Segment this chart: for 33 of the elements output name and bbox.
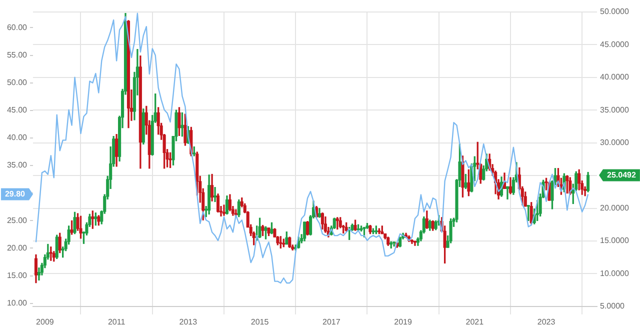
x-tick-label: 2015 <box>250 317 270 326</box>
candlestick <box>413 240 416 246</box>
y2-tick-label: 40.0000 <box>600 72 630 82</box>
x-tick-label: 2023 <box>537 317 556 326</box>
y2-tick-label: 5.0000 <box>600 302 626 311</box>
y2-tick-label: 10.0000 <box>600 268 630 278</box>
x-tick-label: 2011 <box>108 317 126 326</box>
y2-tick-label: 45.0000 <box>600 40 630 49</box>
y2-tick-label: 15.0000 <box>600 236 630 246</box>
y-tick-label: 50.00 <box>6 78 28 88</box>
text: 29.80 <box>4 189 26 198</box>
y-tick-label: 20.00 <box>6 243 28 252</box>
candlestick <box>222 204 226 216</box>
text: 25.0492 <box>607 170 636 180</box>
x-tick-label: 2017 <box>322 317 341 326</box>
candlestick <box>214 187 217 202</box>
y-tick-label: 40.00 <box>6 133 28 142</box>
candlestick <box>506 186 510 200</box>
y-tick-label: 45.00 <box>6 106 28 115</box>
x-tick-label: 2013 <box>179 317 198 326</box>
y-tick-label: 60.00 <box>6 22 28 32</box>
y-tick-label: 10.00 <box>6 298 28 308</box>
y2-tick-label: 20.0000 <box>600 203 630 212</box>
x-tick-label: 2019 <box>394 317 412 326</box>
x-tick-label: 2021 <box>466 317 484 326</box>
y-tick-label: 15.00 <box>6 271 28 280</box>
y2-tick-label: 50.0000 <box>600 7 630 16</box>
x-tick-label: 2009 <box>36 317 54 326</box>
y2-tick-label: 35.0000 <box>600 105 630 114</box>
y-tick-label: 55.00 <box>6 50 28 60</box>
y2-tick-label: 30.0000 <box>600 138 630 148</box>
y-tick-label: 25.00 <box>6 216 28 225</box>
y-tick-label: 35.00 <box>6 160 28 170</box>
